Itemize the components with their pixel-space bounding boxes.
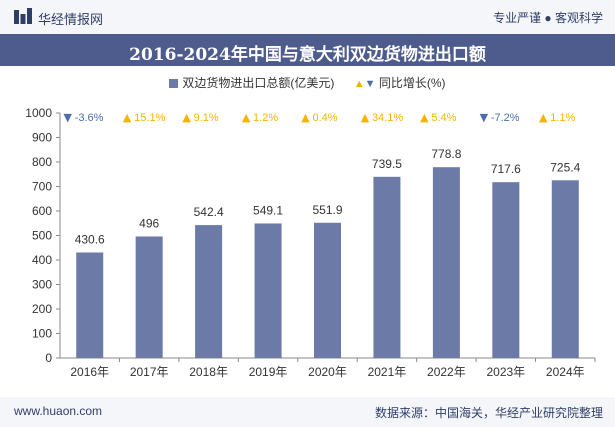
bar-value-label: 542.4 xyxy=(194,205,224,219)
triangle-up-icon: ▲ xyxy=(353,78,365,90)
x-tick-label: 2017年 xyxy=(130,365,169,379)
site-url: www.huaon.com xyxy=(14,404,103,418)
y-tick-label: 700 xyxy=(32,180,52,194)
y-tick-label: 100 xyxy=(32,327,52,341)
bar xyxy=(76,252,104,358)
x-tick-label: 2016年 xyxy=(70,365,109,379)
y-tick-label: 300 xyxy=(32,278,52,292)
growth-up-icon: ▲ xyxy=(420,111,429,124)
bar xyxy=(195,225,223,358)
brand-name: 华经情报网 xyxy=(38,12,104,27)
bar-chart: 0 100 200 300 400 500 600 700 800 900 1000 430.6 201… xyxy=(25,106,596,379)
growth-up-icon: ▲ xyxy=(242,111,251,124)
data-source: 数据来源：中国海关，华经产业研究院整理 xyxy=(374,406,603,420)
growth-up-icon: ▲ xyxy=(301,111,310,124)
growth-label: -7.2% xyxy=(491,112,520,124)
bar-value-label: 430.6 xyxy=(75,233,105,247)
growth-label: 1.2% xyxy=(253,112,278,124)
growth-up-icon: ▲ xyxy=(539,111,548,124)
bar-value-label: 778.8 xyxy=(431,147,461,161)
growth-up-icon: ▲ xyxy=(123,111,132,124)
x-tick-label: 2023年 xyxy=(486,365,525,379)
bar xyxy=(551,180,579,358)
legend-item-bars: 双边货物进出口总额(亿美元) xyxy=(169,74,334,91)
title-bar xyxy=(0,34,615,66)
chart-title: 2016-2024年中国与意大利双边货物进出口额 xyxy=(129,45,486,65)
growth-label: 5.4% xyxy=(431,112,456,124)
bar xyxy=(254,223,282,358)
bar xyxy=(314,222,341,358)
bar xyxy=(492,182,520,358)
bar-value-label: 496 xyxy=(139,216,159,230)
growth-label: 34.1% xyxy=(372,112,403,124)
bar-value-label: 551.9 xyxy=(312,203,342,217)
tagline: 专业严谨 ● 客观科学 xyxy=(493,11,603,25)
growth-down-icon: ▼ xyxy=(480,111,489,124)
x-tick-label: 2018年 xyxy=(189,365,228,379)
growth-up-icon: ▲ xyxy=(182,111,191,124)
y-tick-label: 800 xyxy=(32,155,52,169)
bar xyxy=(135,236,163,358)
y-tick-label: 500 xyxy=(32,229,52,243)
footer-bar xyxy=(0,397,615,427)
huajing-logo-icon xyxy=(14,8,32,24)
bar xyxy=(432,167,460,358)
growth-label: 9.1% xyxy=(194,112,219,124)
bar-value-label: 549.1 xyxy=(253,203,283,217)
x-tick-label: 2024年 xyxy=(546,365,585,379)
bar-value-label: 717.6 xyxy=(491,162,521,176)
growth-label: 1.1% xyxy=(550,112,575,124)
bar-value-label: 725.4 xyxy=(550,160,580,174)
y-tick-label: 900 xyxy=(32,131,52,145)
y-tick-label: 200 xyxy=(32,302,52,316)
x-tick-label: 2020年 xyxy=(308,365,347,379)
legend: 双边货物进出口总额(亿美元) ▲▼ 同比增长(%) xyxy=(0,74,615,91)
legend-swatch-bar xyxy=(169,79,179,89)
top-bar xyxy=(0,0,615,34)
triangle-down-icon: ▼ xyxy=(364,78,376,90)
y-tick-label: 400 xyxy=(32,253,52,267)
y-tick-label: 0 xyxy=(45,351,52,365)
growth-up-icon: ▲ xyxy=(361,111,370,124)
bar xyxy=(373,176,401,358)
legend-label-growth: 同比增长(%) xyxy=(378,76,446,90)
legend-label-bars: 双边货物进出口总额(亿美元) xyxy=(182,76,335,90)
legend-item-growth: ▲▼ 同比增长(%) xyxy=(354,74,446,91)
bar-value-label: 739.5 xyxy=(372,157,402,171)
y-tick-label: 600 xyxy=(32,204,52,218)
x-tick-label: 2021年 xyxy=(368,365,407,379)
x-tick-label: 2022年 xyxy=(427,365,466,379)
growth-label: 15.1% xyxy=(134,112,165,124)
growth-label: 0.4% xyxy=(313,112,338,124)
x-tick-label: 2019年 xyxy=(249,365,288,379)
y-tick-label: 1000 xyxy=(25,106,52,120)
growth-label: -3.6% xyxy=(75,112,104,124)
growth-down-icon: ▼ xyxy=(63,111,72,124)
